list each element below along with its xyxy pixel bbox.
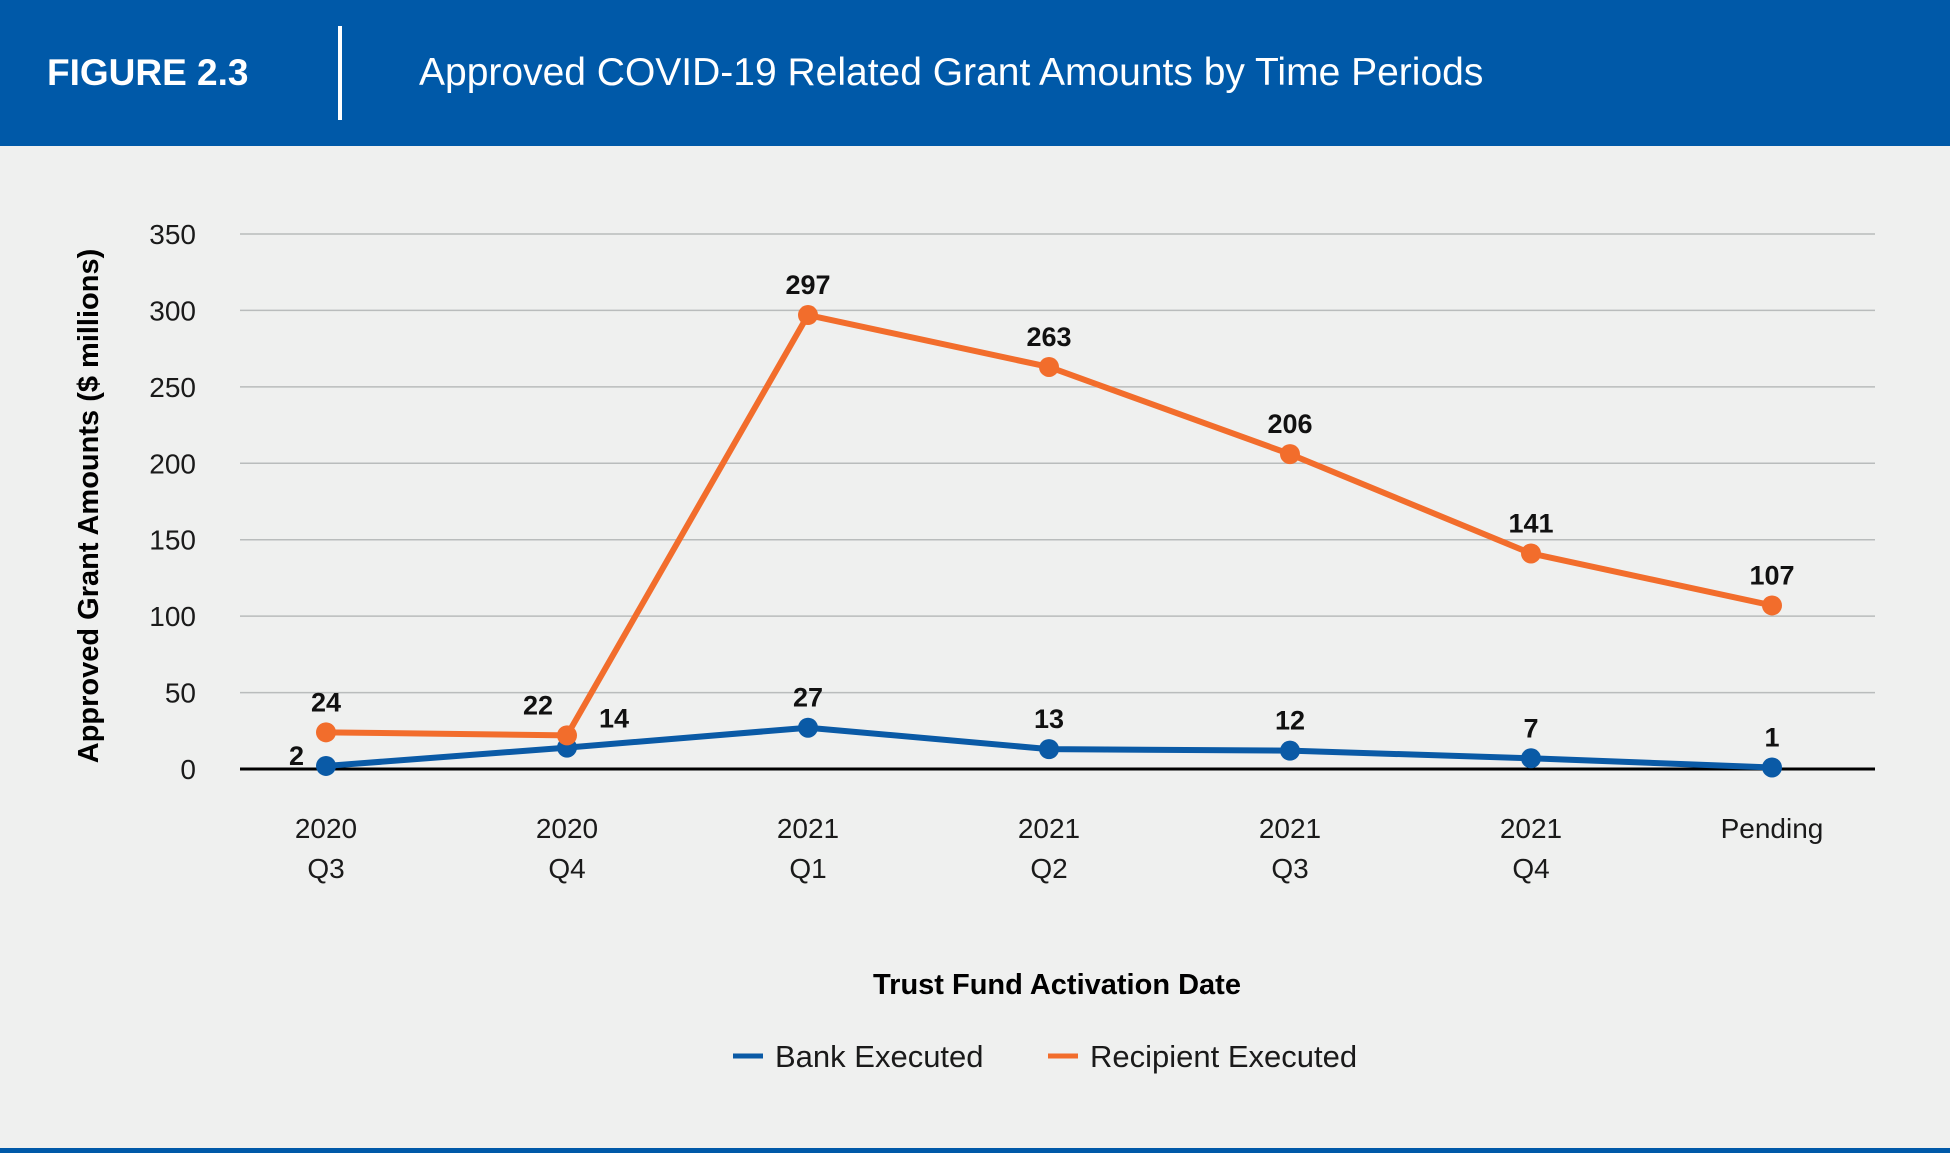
data-label-bank: 27 xyxy=(793,683,823,713)
data-point-bank xyxy=(798,717,818,738)
x-tick-label: Q2 xyxy=(1030,853,1067,884)
data-label-recipient: 263 xyxy=(1026,322,1071,352)
x-tick-label: Q4 xyxy=(1512,853,1549,884)
data-point-bank xyxy=(1039,739,1059,760)
y-tick-label: 300 xyxy=(149,295,196,326)
x-tick-label: 2021 xyxy=(777,813,839,844)
y-tick-label: 150 xyxy=(149,525,196,556)
x-tick-label: Q3 xyxy=(1271,853,1308,884)
data-point-recipient xyxy=(1521,543,1541,564)
data-label-recipient: 22 xyxy=(523,690,553,720)
y-tick-label: 250 xyxy=(149,372,196,403)
data-point-recipient xyxy=(1280,444,1300,465)
x-tick-label: 2020 xyxy=(295,813,357,844)
data-point-recipient xyxy=(798,305,818,326)
x-tick-label: 2021 xyxy=(1259,813,1321,844)
data-label-recipient: 24 xyxy=(311,687,341,717)
data-point-bank xyxy=(1280,740,1300,761)
data-label-bank: 1 xyxy=(1764,722,1779,752)
y-tick-label: 350 xyxy=(149,219,196,250)
data-point-recipient xyxy=(316,722,336,743)
data-label-bank: 2 xyxy=(289,741,304,771)
figure-label: FIGURE 2.3 xyxy=(47,52,249,93)
x-tick-label: Q1 xyxy=(789,853,826,884)
data-label-recipient: 297 xyxy=(785,270,830,300)
data-label-bank: 13 xyxy=(1034,704,1064,734)
data-label-recipient: 107 xyxy=(1749,560,1794,590)
y-tick-label: 0 xyxy=(180,754,196,785)
data-point-bank xyxy=(1762,757,1782,778)
data-point-recipient xyxy=(1762,595,1782,616)
y-tick-label: 50 xyxy=(165,678,196,709)
data-label-recipient: 141 xyxy=(1508,508,1553,538)
data-label-bank: 7 xyxy=(1523,713,1538,743)
legend-label-recipient: Recipient Executed xyxy=(1090,1039,1357,1074)
figure-title: Approved COVID-19 Related Grant Amounts … xyxy=(419,51,1484,94)
data-point-recipient xyxy=(557,725,577,746)
bottom-rule xyxy=(0,1148,1950,1153)
x-axis-title: Trust Fund Activation Date xyxy=(873,969,1241,1001)
legend-label-bank: Bank Executed xyxy=(775,1039,984,1074)
data-point-bank xyxy=(316,755,336,776)
data-label-recipient: 206 xyxy=(1267,409,1312,439)
figure-header: FIGURE 2.3 Approved COVID-19 Related Gra… xyxy=(0,0,1950,146)
x-tick-label: Q3 xyxy=(307,853,344,884)
x-tick-label: 2020 xyxy=(536,813,598,844)
data-point-bank xyxy=(1521,748,1541,769)
series-line-recipient xyxy=(325,312,1773,739)
y-axis-title: Approved Grant Amounts ($ millions) xyxy=(73,249,105,764)
data-label-bank: 12 xyxy=(1275,706,1305,736)
y-tick-label: 100 xyxy=(149,601,196,632)
x-tick-label: Pending xyxy=(1721,813,1824,844)
x-tick-label: 2021 xyxy=(1500,813,1562,844)
x-tick-label: Q4 xyxy=(548,853,585,884)
data-point-recipient xyxy=(1039,356,1059,377)
x-tick-label: 2021 xyxy=(1018,813,1080,844)
data-label-bank: 14 xyxy=(599,704,629,734)
y-tick-label: 200 xyxy=(149,448,196,479)
header-divider xyxy=(338,26,342,120)
